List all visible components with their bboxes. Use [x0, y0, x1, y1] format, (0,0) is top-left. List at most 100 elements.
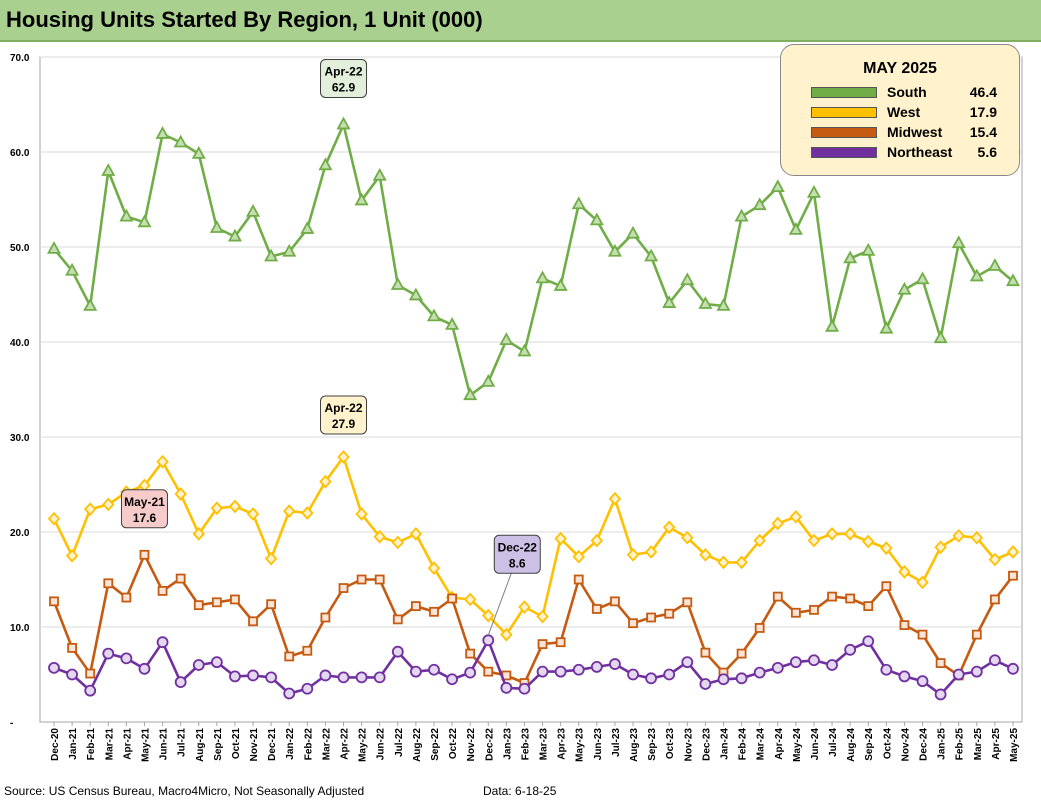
data-point [247, 669, 259, 682]
data-point [881, 581, 892, 592]
legend-item-northeast: Northeast 5.6 [811, 143, 1011, 163]
data-point [628, 618, 638, 629]
data-point [698, 296, 713, 309]
data-point [192, 527, 205, 541]
y-tick-label: 70.0 [10, 53, 30, 64]
data-point [391, 645, 404, 658]
data-point [174, 676, 187, 688]
data-point [699, 678, 712, 690]
data-point [682, 597, 693, 608]
data-point [482, 634, 495, 647]
data-point [717, 673, 730, 686]
data-point [880, 663, 893, 676]
data-point [770, 179, 785, 193]
x-tick-label: Mar-22 [321, 728, 332, 761]
legend-box: MAY 2025 South 46.4 West 17.9 Midwest 15… [780, 44, 1020, 176]
x-tick-label: Aug-21 [195, 728, 206, 762]
data-point [65, 548, 79, 563]
data-point [483, 666, 494, 677]
data-point [990, 594, 1000, 605]
data-point [47, 511, 61, 526]
x-tick-label: May-23 [575, 728, 586, 762]
data-point [463, 387, 478, 401]
data-point [573, 574, 584, 585]
data-date: Data: 6-18-25 [483, 784, 557, 798]
data-point [264, 248, 279, 262]
data-point [157, 586, 168, 596]
data-point [735, 555, 748, 570]
x-tick-label: Apr-21 [122, 728, 133, 760]
data-point [736, 648, 747, 659]
data-point [607, 243, 622, 257]
data-point [229, 670, 241, 683]
data-point [445, 317, 460, 330]
legend-value: 46.4 [969, 84, 997, 100]
data-point [301, 682, 314, 695]
x-tick-label: Dec-20 [50, 728, 61, 761]
x-tick-label: Jun-24 [810, 728, 821, 761]
x-tick-label: Nov-23 [683, 728, 694, 762]
data-point [790, 607, 801, 618]
data-point [390, 277, 405, 290]
legend-value: 5.6 [977, 144, 997, 160]
data-point [554, 531, 567, 546]
data-point [771, 516, 784, 531]
x-tick-label: Jun-21 [159, 728, 170, 761]
data-point [210, 501, 224, 516]
y-tick-label: 10.0 [10, 623, 30, 634]
legend-label: Midwest [887, 124, 943, 140]
data-point [283, 504, 296, 518]
data-point [734, 208, 749, 222]
data-point [137, 214, 152, 228]
data-point [265, 671, 278, 684]
data-point [284, 651, 295, 662]
data-point [500, 681, 513, 694]
data-point [518, 682, 531, 695]
callout-box [320, 58, 368, 98]
data-point [517, 343, 532, 357]
data-point [83, 502, 97, 517]
x-tick-label: Sep-24 [864, 728, 875, 761]
data-point [880, 541, 893, 555]
data-point [916, 675, 929, 688]
data-point [392, 614, 403, 625]
x-tick-label: Oct-24 [882, 728, 893, 760]
data-point [609, 658, 621, 670]
callout-label: Apr-22 [325, 64, 363, 78]
legend-swatch-west [811, 107, 877, 118]
data-point [934, 540, 947, 555]
x-tick-label: Sep-23 [647, 728, 658, 761]
x-tick-label: Oct-22 [448, 728, 459, 760]
x-tick-label: Jul-21 [177, 728, 188, 757]
callout-leader [487, 573, 512, 636]
data-point [102, 647, 115, 660]
data-point [266, 599, 277, 610]
x-tick-label: Jan-24 [719, 728, 730, 760]
y-tick-label: 30.0 [10, 433, 30, 444]
y-tick-label: 40.0 [10, 338, 30, 349]
data-point [373, 671, 386, 684]
data-point [155, 126, 170, 139]
x-tick-label: Dec-22 [484, 728, 495, 761]
data-point [447, 593, 457, 604]
data-point [554, 665, 567, 678]
data-point [138, 662, 151, 675]
data-point [590, 533, 604, 548]
x-tick-label: Aug-24 [846, 728, 857, 762]
data-point [83, 298, 98, 311]
data-point [463, 592, 477, 607]
data-point [681, 530, 694, 545]
x-tick-label: Mar-25 [973, 728, 984, 761]
data-point [500, 627, 513, 642]
data-point [209, 220, 224, 233]
legend-value: 17.9 [969, 104, 997, 120]
data-point [625, 225, 641, 239]
x-tick-label: Aug-22 [412, 728, 423, 762]
data-point [537, 639, 548, 649]
data-point [771, 661, 784, 674]
legend-swatch-south [811, 87, 877, 98]
x-tick-label: May-25 [1009, 728, 1020, 762]
data-point [626, 547, 640, 562]
callout-value: 27.9 [332, 417, 356, 431]
data-point [844, 643, 857, 656]
